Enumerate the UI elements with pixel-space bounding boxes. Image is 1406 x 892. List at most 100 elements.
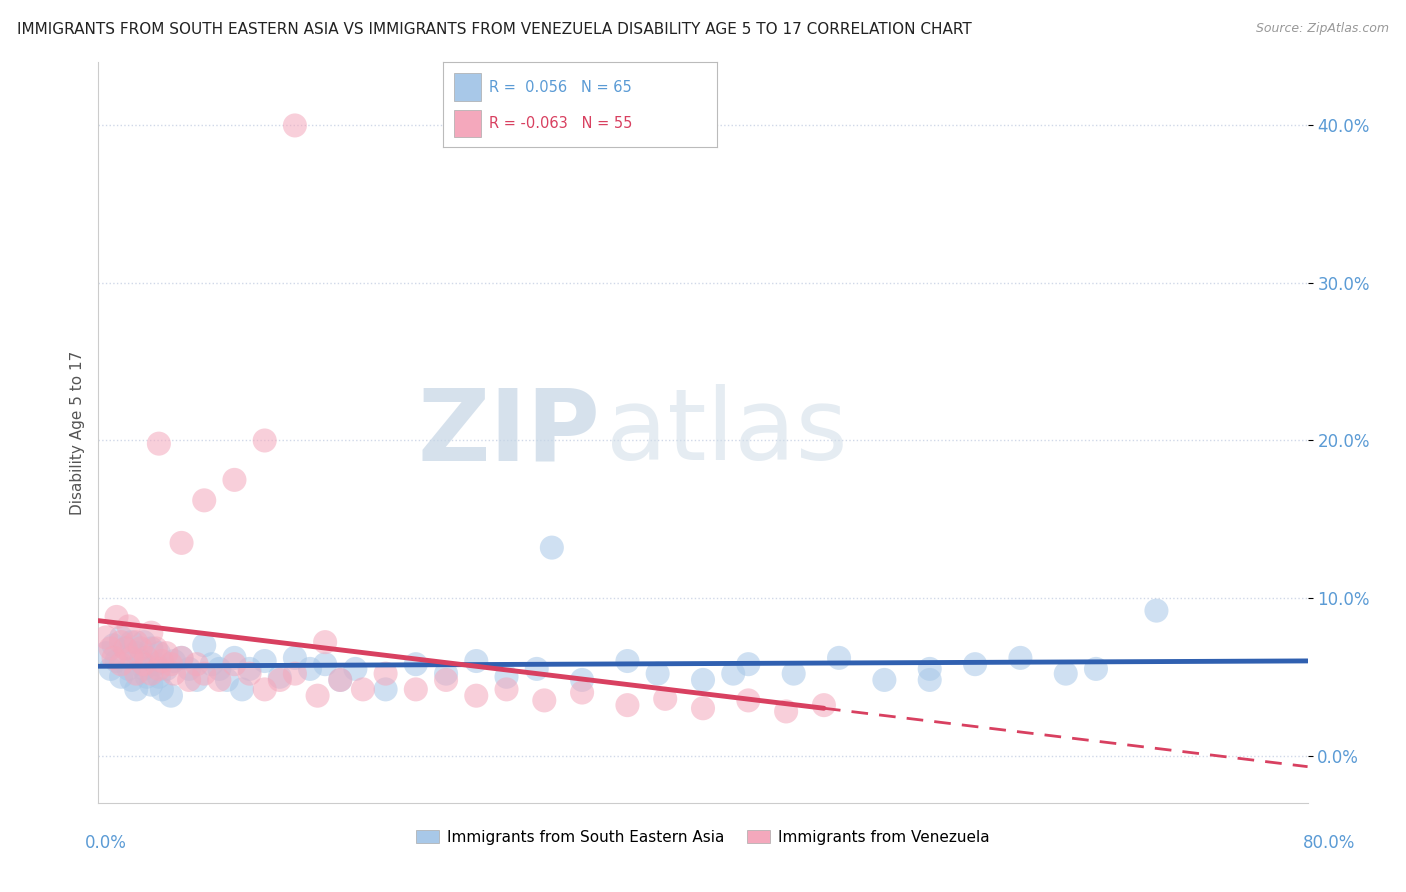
Point bbox=[533, 693, 555, 707]
Point bbox=[616, 654, 638, 668]
Point bbox=[918, 662, 941, 676]
Point bbox=[253, 682, 276, 697]
Point bbox=[495, 682, 517, 697]
Point bbox=[374, 682, 396, 697]
Point bbox=[571, 673, 593, 687]
Point bbox=[129, 641, 152, 656]
Point bbox=[141, 641, 163, 656]
Point bbox=[616, 698, 638, 713]
Point bbox=[148, 662, 170, 676]
Point bbox=[540, 541, 562, 555]
Point bbox=[125, 646, 148, 660]
Point bbox=[239, 662, 262, 676]
Point bbox=[284, 119, 307, 133]
Text: 0.0%: 0.0% bbox=[84, 834, 127, 852]
Point bbox=[160, 689, 183, 703]
Point bbox=[148, 670, 170, 684]
Point bbox=[1085, 662, 1108, 676]
Text: ZIP: ZIP bbox=[418, 384, 600, 481]
Point bbox=[125, 682, 148, 697]
Point bbox=[224, 651, 246, 665]
Text: R =  0.056   N = 65: R = 0.056 N = 65 bbox=[489, 79, 633, 95]
Point bbox=[571, 685, 593, 699]
Point bbox=[125, 635, 148, 649]
Y-axis label: Disability Age 5 to 17: Disability Age 5 to 17 bbox=[69, 351, 84, 515]
FancyBboxPatch shape bbox=[454, 73, 481, 101]
Point bbox=[132, 662, 155, 676]
Point bbox=[193, 666, 215, 681]
Point bbox=[692, 673, 714, 687]
Text: atlas: atlas bbox=[606, 384, 848, 481]
Point bbox=[775, 705, 797, 719]
Point bbox=[965, 657, 987, 672]
Point bbox=[160, 657, 183, 672]
Point bbox=[94, 646, 117, 660]
Point bbox=[150, 654, 173, 668]
Point bbox=[193, 493, 215, 508]
Point bbox=[918, 673, 941, 687]
Point bbox=[224, 657, 246, 672]
Point bbox=[239, 666, 262, 681]
Point bbox=[132, 635, 155, 649]
Text: R = -0.063   N = 55: R = -0.063 N = 55 bbox=[489, 116, 633, 131]
Point bbox=[269, 673, 291, 687]
Point bbox=[434, 666, 457, 681]
Point bbox=[121, 651, 143, 665]
Point bbox=[170, 651, 193, 665]
Point bbox=[170, 536, 193, 550]
Point bbox=[201, 657, 224, 672]
Point bbox=[148, 436, 170, 450]
Point bbox=[186, 673, 208, 687]
Point bbox=[110, 631, 132, 645]
Point bbox=[103, 638, 125, 652]
Point bbox=[344, 662, 367, 676]
Point bbox=[179, 662, 201, 676]
Point bbox=[179, 673, 201, 687]
Point bbox=[114, 641, 136, 656]
Point bbox=[100, 662, 122, 676]
Point bbox=[103, 651, 125, 665]
Point bbox=[723, 666, 745, 681]
FancyBboxPatch shape bbox=[454, 110, 481, 137]
Point bbox=[118, 662, 141, 676]
Point bbox=[141, 666, 163, 681]
Point bbox=[118, 619, 141, 633]
Point bbox=[135, 651, 157, 665]
Point bbox=[284, 651, 307, 665]
Point bbox=[284, 666, 307, 681]
Point bbox=[114, 641, 136, 656]
Point bbox=[231, 682, 253, 697]
Point bbox=[155, 662, 177, 676]
Point bbox=[828, 651, 851, 665]
Point bbox=[253, 434, 276, 448]
Text: 80.0%: 80.0% bbox=[1302, 834, 1355, 852]
Point bbox=[783, 666, 806, 681]
Point bbox=[163, 654, 186, 668]
Point bbox=[208, 673, 231, 687]
Point bbox=[737, 693, 759, 707]
Point bbox=[135, 670, 157, 684]
Point bbox=[1144, 604, 1167, 618]
Point bbox=[405, 682, 427, 697]
Point bbox=[110, 657, 132, 672]
Point bbox=[155, 646, 177, 660]
Point bbox=[110, 635, 132, 649]
Point bbox=[737, 657, 759, 672]
Point bbox=[253, 654, 276, 668]
Point bbox=[465, 689, 488, 703]
Point bbox=[405, 657, 427, 672]
Point bbox=[374, 666, 396, 681]
Point bbox=[654, 691, 676, 706]
Point bbox=[314, 657, 336, 672]
Point bbox=[329, 673, 352, 687]
Point bbox=[465, 654, 488, 668]
Point bbox=[132, 657, 155, 672]
Point bbox=[148, 646, 170, 660]
Point bbox=[145, 657, 167, 672]
Point bbox=[125, 666, 148, 681]
Point bbox=[94, 631, 117, 645]
Point bbox=[121, 635, 143, 649]
Point bbox=[100, 641, 122, 656]
Point bbox=[208, 662, 231, 676]
Point bbox=[121, 673, 143, 687]
